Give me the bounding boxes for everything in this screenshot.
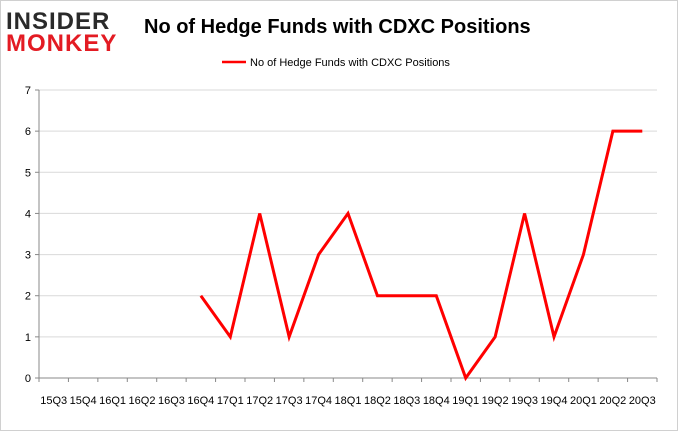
x-tick-label: 18Q2 [364,395,391,407]
x-tick-label: 20Q3 [629,395,656,407]
y-tick-label: 1 [25,332,31,344]
x-tick-label: 16Q3 [158,395,185,407]
x-tick-label: 20Q1 [570,395,597,407]
x-tick-label: 18Q3 [393,395,420,407]
x-tick-label: 19Q2 [482,395,509,407]
x-tick-label: 19Q3 [511,395,538,407]
y-tick-label: 2 [25,291,31,303]
axes [35,89,658,382]
x-tick-label: 20Q2 [599,395,626,407]
chart-title: No of Hedge Funds with CDXC Positions [144,16,531,38]
x-tick-label: 16Q1 [99,395,126,407]
y-tick-label: 5 [25,167,31,179]
y-tick-label: 6 [25,126,31,138]
x-tick-label: 18Q1 [335,395,362,407]
logo-text-monkey: MONKEY [6,30,118,57]
y-tick-label: 0 [25,373,31,385]
x-tick-label: 19Q4 [541,395,568,407]
x-tick-labels: 15Q3 15Q4 16Q1 16Q2 16Q3 16Q4 17Q1 17Q2 17Q3 17Q4… [40,395,655,407]
x-tick-label: 16Q2 [129,395,156,407]
x-tick-label: 19Q1 [452,395,479,407]
y-tick-label: 7 [25,85,31,97]
logo-text-insider: INSIDER [6,8,111,35]
x-tick-label: 17Q1 [217,395,244,407]
x-tick-label: 17Q3 [276,395,303,407]
insider-monkey-logo: INSIDER MONKEY [6,10,117,56]
y-tick-labels: 0 1 2 3 4 5 6 7 [25,85,31,385]
series-line-0 [199,129,643,382]
y-tick-label: 4 [25,208,31,220]
x-tick-label: 16Q4 [187,395,214,407]
x-tick-label: 17Q4 [305,395,332,407]
x-tick-label: 15Q4 [70,395,97,407]
legend-label: No of Hedge Funds with CDXC Positions [250,57,450,69]
series-lines [199,129,643,382]
x-tick-label: 18Q4 [423,395,450,407]
legend: No of Hedge Funds with CDXC Positions [222,57,450,69]
x-tick-label: 15Q3 [40,395,67,407]
x-tick-label: 17Q2 [246,395,273,407]
y-tick-label: 3 [25,250,31,262]
